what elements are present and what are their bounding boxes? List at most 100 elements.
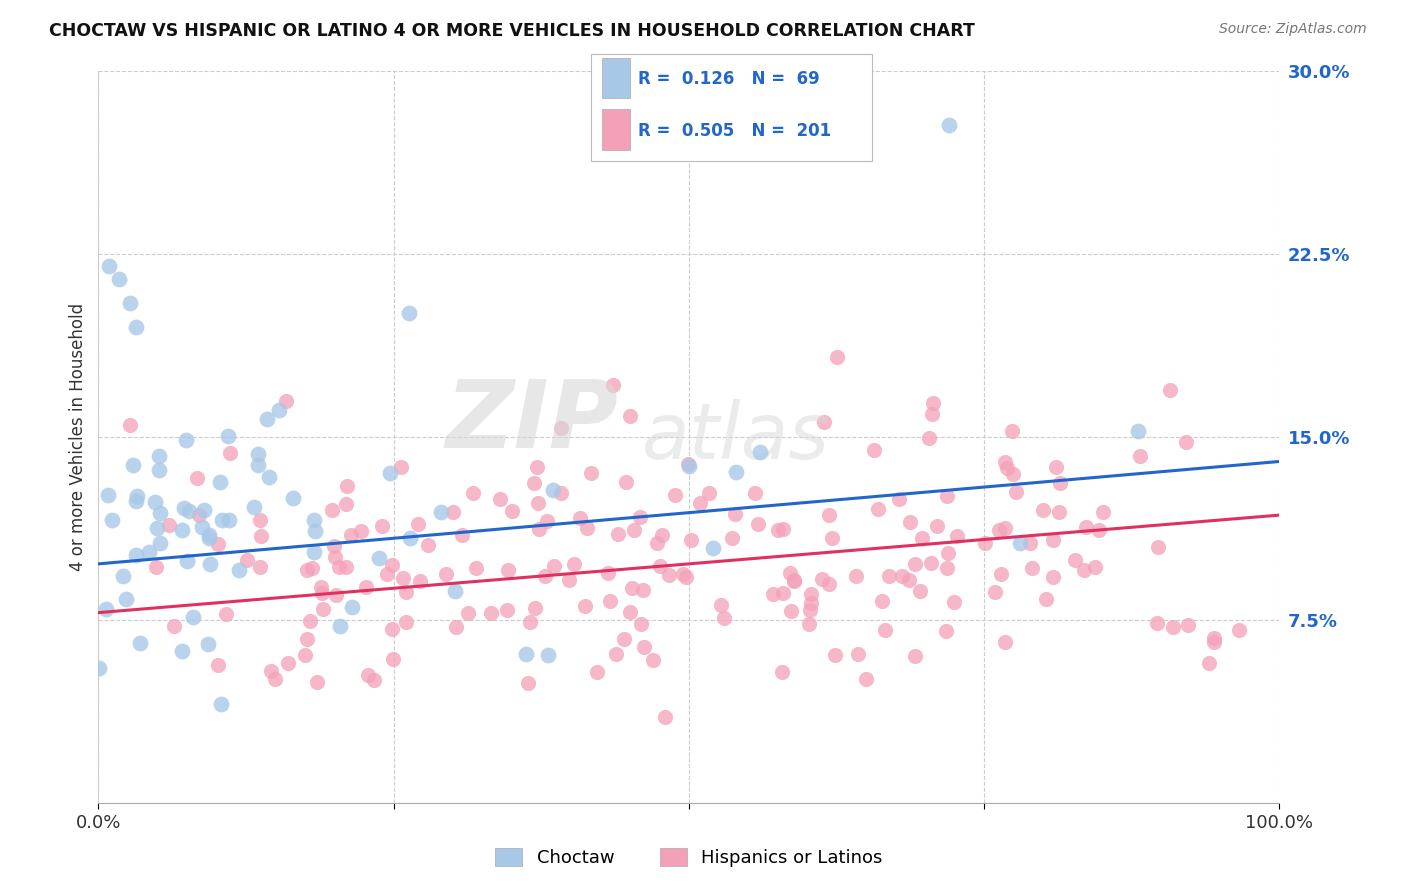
- Point: [335, 497, 357, 511]
- Point: [340, 600, 363, 615]
- Point: [994, 455, 1017, 469]
- Point: [904, 648, 927, 663]
- Text: Source: ZipAtlas.com: Source: ZipAtlas.com: [1219, 22, 1367, 37]
- Point: [89, 661, 111, 675]
- Point: [368, 550, 391, 565]
- Point: [148, 463, 170, 477]
- Point: [149, 506, 172, 520]
- Point: [1088, 524, 1111, 538]
- Point: [246, 447, 269, 461]
- Point: [935, 489, 957, 503]
- Point: [321, 503, 343, 517]
- Point: [800, 586, 823, 600]
- Point: [1159, 384, 1181, 398]
- Point: [748, 445, 770, 459]
- Point: [309, 580, 332, 594]
- Point: [249, 529, 271, 543]
- Point: [1091, 505, 1114, 519]
- Point: [534, 568, 557, 582]
- Point: [641, 652, 664, 666]
- Point: [145, 560, 167, 574]
- Point: [211, 513, 233, 527]
- Point: [614, 475, 637, 490]
- Point: [246, 458, 269, 472]
- Point: [598, 566, 620, 581]
- Point: [354, 580, 377, 594]
- Point: [824, 648, 846, 662]
- Point: [537, 648, 560, 662]
- Point: [821, 531, 844, 545]
- Point: [381, 652, 404, 666]
- Point: [143, 495, 166, 509]
- Point: [371, 519, 394, 533]
- Point: [1227, 623, 1250, 637]
- Point: [813, 415, 835, 429]
- Point: [524, 601, 547, 615]
- Point: [209, 697, 232, 711]
- Point: [526, 496, 548, 510]
- Point: [128, 636, 150, 650]
- Point: [200, 557, 222, 571]
- Point: [631, 582, 654, 597]
- Point: [329, 619, 352, 633]
- Point: [465, 561, 488, 575]
- Point: [363, 673, 385, 687]
- Point: [936, 561, 959, 575]
- Point: [702, 541, 724, 555]
- Point: [568, 510, 591, 524]
- Point: [541, 483, 564, 497]
- Point: [984, 585, 1007, 599]
- Point: [197, 531, 219, 545]
- Point: [898, 573, 921, 587]
- Point: [724, 507, 747, 521]
- Point: [1163, 620, 1185, 634]
- Point: [772, 586, 794, 600]
- Point: [973, 536, 995, 550]
- Bar: [602, 109, 630, 150]
- Point: [672, 567, 695, 582]
- Point: [855, 673, 877, 687]
- Point: [887, 491, 910, 506]
- Point: [1177, 618, 1199, 632]
- Point: [783, 573, 806, 587]
- Point: [908, 584, 931, 599]
- Point: [747, 517, 769, 532]
- Point: [218, 513, 240, 527]
- Point: [186, 471, 208, 485]
- Point: [181, 610, 204, 624]
- Point: [994, 521, 1017, 535]
- Point: [1001, 467, 1024, 481]
- Point: [550, 486, 572, 500]
- Point: [101, 513, 124, 527]
- Point: [863, 442, 886, 457]
- Point: [299, 614, 322, 628]
- Point: [170, 524, 193, 538]
- Point: [1045, 460, 1067, 475]
- Point: [176, 554, 198, 568]
- Y-axis label: 4 or more Vehicles in Household: 4 or more Vehicles in Household: [69, 303, 87, 571]
- Point: [772, 522, 794, 536]
- Point: [295, 632, 318, 646]
- Point: [127, 489, 149, 503]
- Point: [305, 675, 328, 690]
- Point: [260, 665, 283, 679]
- Point: [562, 557, 585, 571]
- Point: [501, 504, 523, 518]
- Point: [228, 563, 250, 577]
- Point: [679, 533, 702, 548]
- Point: [125, 549, 148, 563]
- Point: [193, 502, 215, 516]
- Text: CHOCTAW VS HISPANIC OR LATINO 4 OR MORE VEHICLES IN HOUSEHOLD CORRELATION CHART: CHOCTAW VS HISPANIC OR LATINO 4 OR MORE …: [49, 22, 976, 40]
- Point: [515, 647, 537, 661]
- Point: [1001, 425, 1024, 439]
- Point: [118, 417, 141, 432]
- Point: [623, 524, 645, 538]
- Point: [678, 458, 700, 473]
- Point: [911, 531, 934, 545]
- Point: [380, 466, 402, 480]
- Point: [173, 500, 195, 515]
- Point: [1008, 536, 1031, 550]
- Point: [450, 527, 472, 541]
- Point: [488, 492, 510, 507]
- Point: [1198, 656, 1220, 670]
